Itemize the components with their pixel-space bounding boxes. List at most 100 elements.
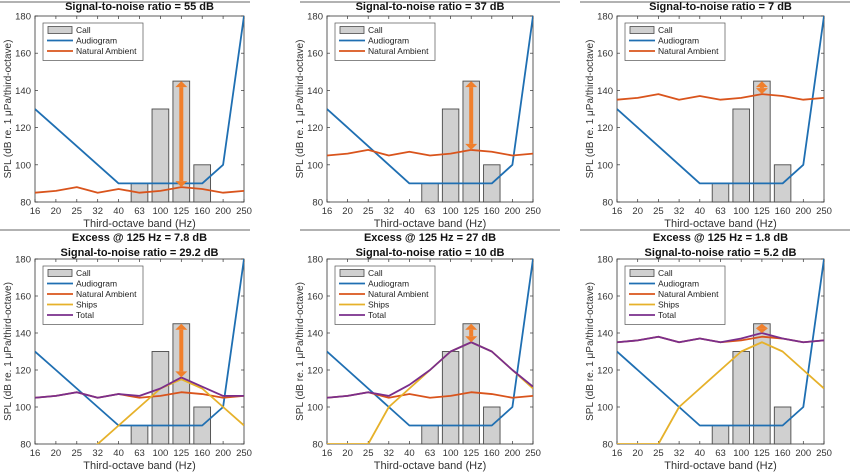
x-tick-label: 125 bbox=[754, 448, 770, 459]
y-tick-label: 180 bbox=[307, 12, 323, 23]
chart-title: Signal-to-noise ratio = 5.2 dB bbox=[645, 247, 797, 259]
y-tick-label: 160 bbox=[307, 292, 323, 303]
x-tick-label: 40 bbox=[404, 206, 415, 217]
x-axis-label: Third-octave band (Hz) bbox=[374, 460, 487, 472]
legend-label: Call bbox=[76, 25, 91, 35]
legend-label: Call bbox=[658, 25, 673, 35]
legend-label: Audiogram bbox=[658, 36, 699, 46]
call-bar-100hz bbox=[441, 351, 460, 445]
x-tick-label: 32 bbox=[674, 206, 685, 217]
x-tick-label: 250 bbox=[525, 448, 541, 459]
x-tick-label: 20 bbox=[51, 206, 62, 217]
y-tick-label: 100 bbox=[15, 403, 31, 414]
y-tick-label: 120 bbox=[597, 366, 613, 377]
y-tick-label: 120 bbox=[15, 123, 31, 134]
y-tick-label: 140 bbox=[15, 86, 31, 97]
x-tick-label: 40 bbox=[695, 448, 706, 459]
y-tick-label: 160 bbox=[15, 49, 31, 60]
x-axis-label: Third-octave band (Hz) bbox=[374, 218, 487, 230]
x-tick-label: 200 bbox=[504, 206, 520, 217]
x-tick-label: 16 bbox=[322, 448, 333, 459]
x-tick-label: 63 bbox=[425, 448, 436, 459]
x-tick-label: 200 bbox=[795, 448, 811, 459]
y-tick-label: 180 bbox=[597, 12, 613, 23]
y-tick-label: 160 bbox=[15, 292, 31, 303]
x-tick-label: 25 bbox=[72, 206, 83, 217]
snr-arrow-head-down bbox=[755, 328, 768, 333]
series-lines bbox=[617, 16, 824, 185]
chart-title: Signal-to-noise ratio = 7 dB bbox=[649, 1, 792, 13]
series-line-audiogram bbox=[617, 16, 824, 185]
x-tick-label: 25 bbox=[363, 206, 374, 217]
x-tick-label: 20 bbox=[632, 448, 643, 459]
x-tick-label: 63 bbox=[715, 206, 726, 217]
series-line-natural-ambient bbox=[617, 93, 824, 101]
y-tick-label: 80 bbox=[20, 440, 31, 451]
chart-title: Excess @ 125 Hz = 27 dB bbox=[364, 232, 496, 244]
call-bar-63hz bbox=[711, 182, 730, 203]
snr-arrow-head-down bbox=[755, 88, 768, 95]
snr-arrow bbox=[465, 323, 478, 343]
y-tick-label: 140 bbox=[15, 329, 31, 340]
legend-label: Ships bbox=[658, 300, 679, 310]
legend-swatch-call bbox=[629, 26, 655, 34]
x-tick-label: 125 bbox=[463, 448, 479, 459]
y-tick-label: 100 bbox=[597, 160, 613, 171]
call-bar-100hz bbox=[151, 108, 170, 203]
call-bar-63hz bbox=[421, 425, 439, 445]
x-tick-label: 160 bbox=[484, 206, 500, 217]
x-tick-label: 16 bbox=[30, 448, 41, 459]
x-tick-label: 125 bbox=[463, 206, 479, 217]
y-tick-label: 180 bbox=[15, 12, 31, 23]
series-lines bbox=[35, 16, 244, 194]
y-tick-label: 120 bbox=[597, 123, 613, 134]
snr-arrow-head-up bbox=[755, 81, 768, 88]
y-axis-label: SPL (dB re. 1 μPa/third-octave) bbox=[585, 282, 596, 421]
x-tick-label: 160 bbox=[194, 448, 210, 459]
call-bar-125hz bbox=[462, 323, 480, 445]
x-tick-label: 250 bbox=[525, 206, 541, 217]
call-bar-63hz bbox=[130, 425, 149, 445]
chart-panel-1: Signal-to-noise ratio = 55 dB 80 100 120 140… bbox=[0, 1, 252, 230]
x-tick-label: 32 bbox=[92, 448, 103, 459]
series-line-audiogram bbox=[327, 16, 533, 185]
x-tick-label: 250 bbox=[236, 448, 252, 459]
x-tick-label: 25 bbox=[653, 448, 664, 459]
y-tick-label: 180 bbox=[307, 255, 323, 266]
snr-arrow-head-up bbox=[175, 323, 188, 330]
chart-title: Signal-to-noise ratio = 10 dB bbox=[356, 247, 505, 259]
x-tick-label: 100 bbox=[733, 206, 749, 217]
series-lines bbox=[327, 16, 533, 185]
x-tick-label: 40 bbox=[695, 206, 706, 217]
x-tick-label: 200 bbox=[215, 206, 231, 217]
legend-label: Total bbox=[658, 310, 676, 320]
legend-label: Natural Ambient bbox=[76, 46, 137, 56]
x-tick-label: 200 bbox=[215, 448, 231, 459]
legend-label: Call bbox=[368, 25, 383, 35]
y-tick-label: 80 bbox=[20, 198, 31, 209]
x-tick-label: 32 bbox=[674, 448, 685, 459]
x-tick-label: 160 bbox=[775, 448, 791, 459]
legend-label: Natural Ambient bbox=[658, 46, 719, 56]
x-axis-label: Third-octave band (Hz) bbox=[664, 218, 777, 230]
x-tick-label: 20 bbox=[51, 448, 62, 459]
chart-panel-4: Excess @ 125 Hz = 7.8 dB Signal-to-noise … bbox=[0, 229, 252, 472]
snr-arrow-head-down bbox=[465, 143, 478, 150]
call-bar-100hz bbox=[151, 351, 170, 445]
x-tick-label: 32 bbox=[92, 206, 103, 217]
series-lines bbox=[617, 259, 824, 444]
snr-arrow bbox=[175, 323, 188, 378]
x-tick-label: 40 bbox=[113, 448, 124, 459]
legend-swatch-call bbox=[47, 26, 73, 34]
x-tick-label: 160 bbox=[194, 206, 210, 217]
snr-arrow-head-down bbox=[175, 371, 188, 378]
series-line-total bbox=[35, 376, 244, 399]
x-tick-label: 125 bbox=[754, 206, 770, 217]
